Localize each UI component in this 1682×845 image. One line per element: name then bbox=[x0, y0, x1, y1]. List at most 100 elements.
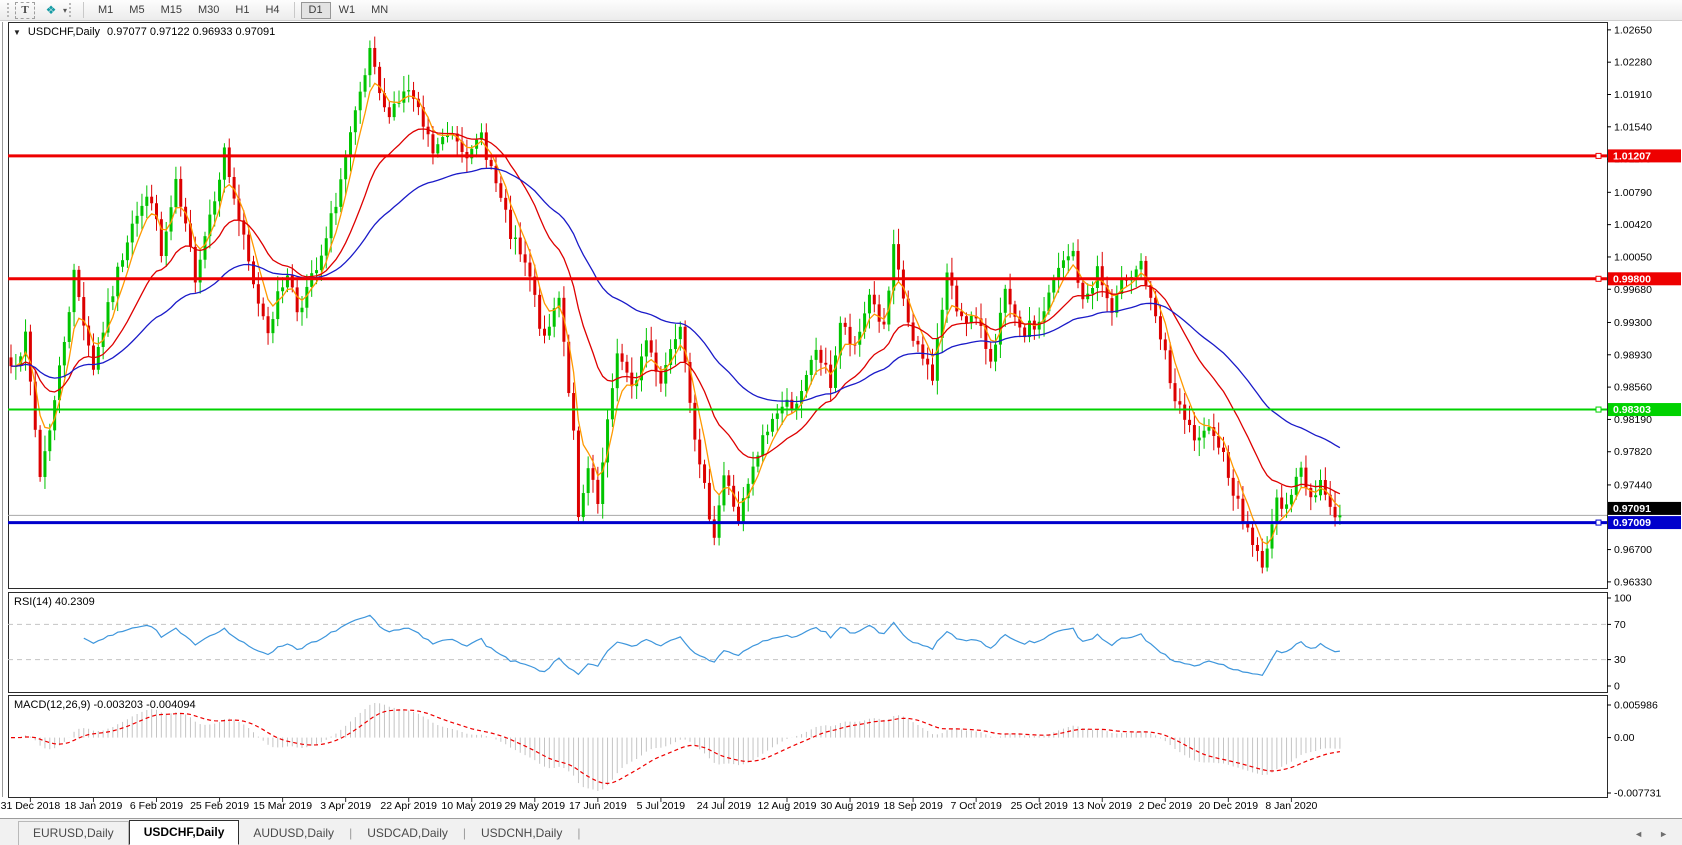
svg-text:0.96330: 0.96330 bbox=[1614, 576, 1652, 588]
svg-text:0.99800: 0.99800 bbox=[1613, 273, 1651, 285]
svg-text:18 Jan 2019: 18 Jan 2019 bbox=[65, 800, 123, 812]
timeframe-m15-button[interactable]: M15 bbox=[160, 4, 182, 16]
svg-text:1.01207: 1.01207 bbox=[1613, 150, 1651, 162]
svg-text:7 Oct 2019: 7 Oct 2019 bbox=[950, 800, 1002, 812]
svg-text:0.97820: 0.97820 bbox=[1614, 446, 1652, 458]
svg-text:25 Oct 2019: 25 Oct 2019 bbox=[1011, 800, 1068, 812]
ma-slow bbox=[11, 167, 1341, 449]
timeframe-h1-button[interactable]: H1 bbox=[235, 4, 250, 16]
timeframe-m5-button[interactable]: M5 bbox=[129, 4, 145, 16]
svg-text:0.99680: 0.99680 bbox=[1614, 284, 1652, 296]
svg-text:29 May 2019: 29 May 2019 bbox=[504, 800, 565, 812]
svg-text:31 Dec 2018: 31 Dec 2018 bbox=[1, 800, 61, 812]
timeframe-d1-button[interactable]: D1 bbox=[300, 1, 331, 19]
svg-text:1.01540: 1.01540 bbox=[1614, 121, 1652, 133]
collapse-triangle-icon[interactable]: ▼ bbox=[13, 27, 21, 37]
svg-text:5 Jul 2019: 5 Jul 2019 bbox=[637, 800, 686, 812]
svg-text:1.00790: 1.00790 bbox=[1614, 187, 1652, 199]
tab-usdcnh[interactable]: USDCNH,Daily bbox=[481, 826, 563, 840]
ma-medium bbox=[11, 128, 1341, 495]
chevron-down-icon[interactable]: ▾ bbox=[63, 5, 68, 15]
price-chart-canvas[interactable]: 1.026501.022801.019101.015401.011701.007… bbox=[0, 22, 1682, 818]
svg-text:0: 0 bbox=[1614, 681, 1620, 693]
svg-text:10 May 2019: 10 May 2019 bbox=[441, 800, 502, 812]
tab-usdcad[interactable]: USDCAD,Daily bbox=[367, 826, 448, 840]
svg-text:-0.007731: -0.007731 bbox=[1614, 788, 1661, 800]
macd-signal-line bbox=[11, 709, 1340, 785]
tab-scroll-left-icon[interactable]: ◄ bbox=[1634, 829, 1644, 839]
svg-text:17 Jun 2019: 17 Jun 2019 bbox=[569, 800, 627, 812]
toolbar-grip[interactable] bbox=[7, 3, 9, 17]
moving-average-lines bbox=[11, 82, 1341, 545]
svg-text:0.98190: 0.98190 bbox=[1614, 414, 1652, 426]
svg-text:1.02280: 1.02280 bbox=[1614, 57, 1652, 69]
rsi-line bbox=[83, 614, 1340, 676]
timeframe-m30-button[interactable]: M30 bbox=[197, 4, 220, 16]
svg-text:2 Dec 2019: 2 Dec 2019 bbox=[1138, 800, 1192, 812]
macd-indicator-label: MACD(12,26,9) -0.003203 -0.004094 bbox=[14, 699, 196, 711]
svg-text:25 Feb 2019: 25 Feb 2019 bbox=[190, 800, 249, 812]
svg-text:20 Dec 2019: 20 Dec 2019 bbox=[1199, 800, 1259, 812]
svg-text:13 Nov 2019: 13 Nov 2019 bbox=[1072, 800, 1132, 812]
chart-header: ▼ USDCHF,Daily 0.97077 0.97122 0.96933 0… bbox=[13, 26, 275, 38]
top-toolbar: T ❖ ▾ M1 M5 M15 M30 H1 H4 D1 W1 MN bbox=[0, 0, 1682, 21]
hline-handle bbox=[1595, 406, 1602, 413]
tab-usdchf[interactable]: USDCHF,Daily bbox=[128, 820, 240, 845]
svg-text:30: 30 bbox=[1614, 654, 1626, 666]
rsi-pane: 100 70 30 0 bbox=[8, 593, 1632, 693]
svg-text:30 Aug 2019: 30 Aug 2019 bbox=[821, 800, 880, 812]
toolbar-separator bbox=[83, 2, 85, 18]
timeframe-h4-button[interactable]: H4 bbox=[265, 4, 280, 16]
svg-text:1.00050: 1.00050 bbox=[1614, 251, 1652, 263]
text-tool-button[interactable]: T bbox=[15, 1, 35, 19]
svg-text:18 Sep 2019: 18 Sep 2019 bbox=[883, 800, 943, 812]
tab-eurusd[interactable]: EURUSD,Daily bbox=[18, 821, 129, 845]
svg-text:6 Feb 2019: 6 Feb 2019 bbox=[130, 800, 183, 812]
svg-text:0.97440: 0.97440 bbox=[1614, 479, 1652, 491]
svg-text:1.00420: 1.00420 bbox=[1614, 219, 1652, 231]
svg-text:8 Jan 2020: 8 Jan 2020 bbox=[1265, 800, 1317, 812]
svg-text:1.01910: 1.01910 bbox=[1614, 89, 1652, 101]
tab-scroll-arrows: ◄ ► bbox=[1634, 829, 1682, 845]
timeframe-buttons: M1 M5 M15 M30 H1 H4 D1 W1 MN bbox=[90, 1, 396, 19]
date-axis: 31 Dec 2018 18 Jan 2019 6 Feb 2019 25 Feb 2… bbox=[1, 798, 1318, 812]
svg-text:0.00: 0.00 bbox=[1614, 732, 1635, 744]
hline-handle bbox=[1595, 152, 1602, 159]
timeframe-m1-button[interactable]: M1 bbox=[98, 4, 114, 16]
tab-separator: | bbox=[349, 826, 353, 840]
timeframe-w1-button[interactable]: W1 bbox=[338, 4, 356, 16]
chart-tab-bar: EURUSD,Daily USDCHF,Daily AUDUSD,Daily | USD… bbox=[0, 818, 1682, 845]
candlesticks bbox=[9, 36, 1342, 574]
rsi-indicator-label: RSI(14) 40.2309 bbox=[14, 596, 95, 608]
svg-text:1.02650: 1.02650 bbox=[1614, 24, 1652, 36]
tab-separator: | bbox=[577, 826, 581, 840]
svg-text:0.97009: 0.97009 bbox=[1613, 517, 1651, 529]
svg-text:0.98560: 0.98560 bbox=[1614, 382, 1652, 394]
svg-text:15 Mar 2019: 15 Mar 2019 bbox=[253, 800, 312, 812]
tab-separator: | bbox=[462, 826, 466, 840]
svg-text:0.98930: 0.98930 bbox=[1614, 349, 1652, 361]
svg-text:24 Jul 2019: 24 Jul 2019 bbox=[697, 800, 751, 812]
hline-handle bbox=[1595, 275, 1602, 282]
svg-text:0.97091: 0.97091 bbox=[1613, 503, 1651, 515]
macd-pane: 0.005986 0.00 -0.007731 bbox=[11, 700, 1661, 800]
svg-text:0.98303: 0.98303 bbox=[1613, 404, 1651, 416]
tab-scroll-right-icon[interactable]: ► bbox=[1659, 829, 1668, 839]
chart-symbol-title: USDCHF,Daily bbox=[27, 26, 101, 38]
timeframe-mn-button[interactable]: MN bbox=[371, 4, 389, 16]
hline-handle bbox=[1595, 519, 1602, 526]
tab-audusd[interactable]: AUDUSD,Daily bbox=[253, 826, 335, 840]
svg-text:0.005986: 0.005986 bbox=[1614, 700, 1658, 712]
horizontal-lines[interactable]: 1.01207 0.99800 0.98303 0.97009 0.97091 bbox=[8, 149, 1681, 530]
toolbar-grip[interactable] bbox=[69, 3, 72, 17]
svg-text:0.96700: 0.96700 bbox=[1614, 544, 1652, 556]
chart-tabs: EURUSD,Daily USDCHF,Daily AUDUSD,Daily | USD… bbox=[18, 820, 581, 845]
chart-ohlc-readout: 0.97077 0.97122 0.96933 0.97091 bbox=[107, 26, 276, 38]
svg-text:3 Apr 2019: 3 Apr 2019 bbox=[320, 800, 371, 812]
svg-text:70: 70 bbox=[1614, 619, 1626, 631]
svg-text:0.99300: 0.99300 bbox=[1614, 317, 1652, 329]
toolbar-separator bbox=[293, 2, 295, 18]
svg-text:12 Aug 2019: 12 Aug 2019 bbox=[758, 800, 817, 812]
style-palette-icon[interactable]: ❖ bbox=[45, 3, 57, 17]
